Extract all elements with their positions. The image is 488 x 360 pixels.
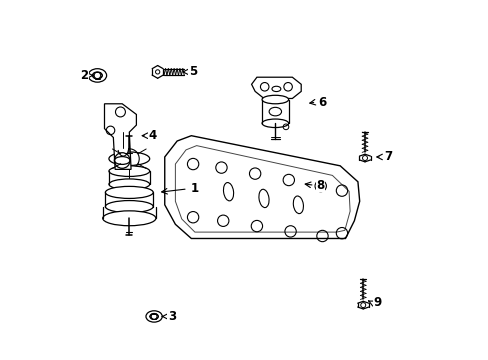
Text: 7: 7 [383,150,391,163]
Polygon shape [104,104,136,169]
Polygon shape [251,77,301,99]
Ellipse shape [102,211,156,226]
Ellipse shape [262,95,288,104]
Text: 4: 4 [148,129,156,142]
Text: 9: 9 [372,296,381,309]
Text: 8: 8 [316,179,324,192]
Ellipse shape [105,201,153,213]
Ellipse shape [145,311,162,322]
Ellipse shape [109,179,149,190]
Text: 3: 3 [167,310,176,323]
Text: 6: 6 [318,95,326,108]
Polygon shape [164,136,359,238]
Ellipse shape [105,186,153,198]
Text: 1: 1 [190,183,199,195]
Ellipse shape [109,166,149,176]
Ellipse shape [109,152,149,166]
Ellipse shape [262,119,288,127]
Ellipse shape [88,69,106,82]
Text: 5: 5 [188,66,197,78]
Text: 2: 2 [80,69,88,82]
